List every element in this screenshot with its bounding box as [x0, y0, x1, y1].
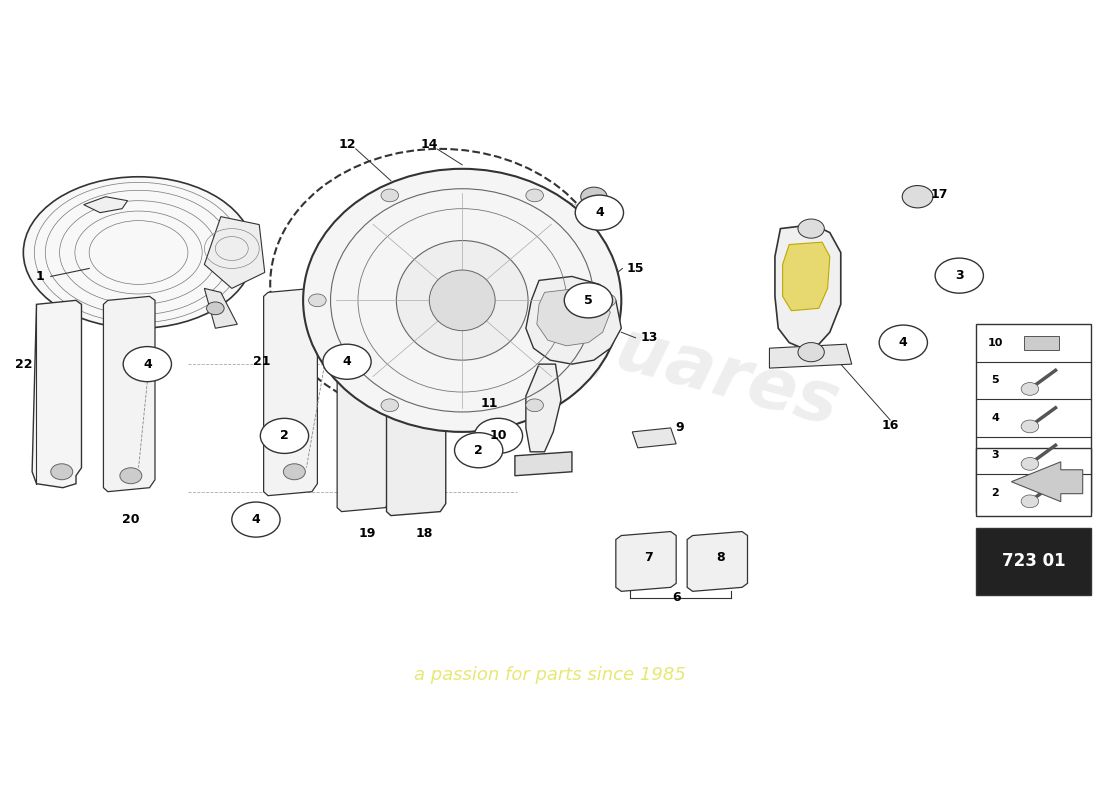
Polygon shape [1011, 462, 1082, 502]
Text: 16: 16 [881, 419, 899, 432]
Text: 5: 5 [992, 375, 999, 386]
Text: 22: 22 [14, 358, 32, 370]
Polygon shape [264, 288, 318, 496]
Circle shape [935, 258, 983, 293]
Text: 2: 2 [991, 488, 999, 498]
Circle shape [564, 283, 613, 318]
Text: 3: 3 [992, 450, 999, 461]
Text: 12: 12 [339, 138, 355, 151]
Ellipse shape [396, 241, 528, 360]
Circle shape [207, 302, 224, 314]
Text: 7: 7 [645, 551, 653, 564]
Circle shape [474, 418, 522, 454]
Bar [976, 527, 1091, 595]
Circle shape [123, 346, 172, 382]
Bar [976, 448, 1091, 515]
Polygon shape [774, 225, 840, 348]
Text: 20: 20 [122, 513, 140, 526]
Circle shape [575, 195, 624, 230]
Text: 4: 4 [899, 336, 907, 349]
Polygon shape [688, 531, 748, 591]
Circle shape [381, 189, 398, 202]
Polygon shape [526, 364, 561, 452]
Circle shape [454, 433, 503, 468]
Text: 19: 19 [359, 527, 375, 541]
Text: 9: 9 [675, 422, 684, 434]
Circle shape [381, 399, 398, 412]
Ellipse shape [304, 169, 622, 432]
Polygon shape [515, 452, 572, 476]
Circle shape [1021, 420, 1038, 433]
Text: 4: 4 [595, 206, 604, 219]
Text: 4: 4 [252, 513, 261, 526]
Circle shape [1021, 495, 1038, 508]
Polygon shape [103, 296, 155, 492]
Text: 1: 1 [35, 270, 44, 283]
Circle shape [879, 325, 927, 360]
Polygon shape [205, 288, 238, 328]
Circle shape [526, 399, 543, 412]
Polygon shape [84, 197, 128, 213]
Polygon shape [537, 288, 610, 346]
Text: 4: 4 [342, 355, 351, 368]
Text: 14: 14 [420, 138, 438, 151]
Circle shape [1021, 382, 1038, 395]
Circle shape [261, 418, 309, 454]
Polygon shape [526, 277, 621, 364]
Circle shape [902, 186, 933, 208]
Circle shape [284, 464, 306, 480]
Circle shape [120, 468, 142, 484]
Text: a passion for parts since 1985: a passion for parts since 1985 [414, 666, 686, 684]
Polygon shape [32, 300, 81, 488]
Text: 18: 18 [415, 527, 432, 541]
Circle shape [526, 189, 543, 202]
Circle shape [598, 294, 616, 306]
Polygon shape [337, 285, 390, 512]
Circle shape [1021, 458, 1038, 470]
Text: 4: 4 [143, 358, 152, 370]
Text: 8: 8 [716, 551, 725, 564]
Bar [976, 324, 1091, 512]
Text: 11: 11 [481, 398, 498, 410]
Circle shape [798, 219, 824, 238]
Bar [1024, 336, 1059, 350]
Text: 13: 13 [640, 331, 658, 344]
Polygon shape [205, 217, 265, 288]
Text: 2: 2 [280, 430, 289, 442]
Text: 5: 5 [584, 294, 593, 307]
Ellipse shape [429, 270, 495, 330]
Polygon shape [616, 531, 676, 591]
Circle shape [232, 502, 280, 537]
Text: 10: 10 [988, 338, 1003, 348]
Text: 17: 17 [931, 188, 948, 201]
Circle shape [51, 464, 73, 480]
Text: 723 01: 723 01 [1001, 553, 1065, 570]
Text: 3: 3 [955, 269, 964, 282]
Text: 15: 15 [627, 262, 645, 275]
Text: 21: 21 [253, 355, 271, 368]
Text: 10: 10 [490, 430, 507, 442]
Circle shape [581, 187, 607, 206]
Text: 2: 2 [474, 444, 483, 457]
Circle shape [309, 294, 327, 306]
Text: 6: 6 [672, 591, 681, 604]
Text: 4: 4 [991, 413, 1000, 423]
Polygon shape [782, 242, 829, 310]
Polygon shape [769, 344, 851, 368]
Polygon shape [386, 285, 446, 515]
Polygon shape [632, 428, 676, 448]
Circle shape [798, 342, 824, 362]
Text: equipsquares: equipsquares [297, 231, 847, 441]
Ellipse shape [23, 177, 254, 328]
Circle shape [323, 344, 371, 379]
